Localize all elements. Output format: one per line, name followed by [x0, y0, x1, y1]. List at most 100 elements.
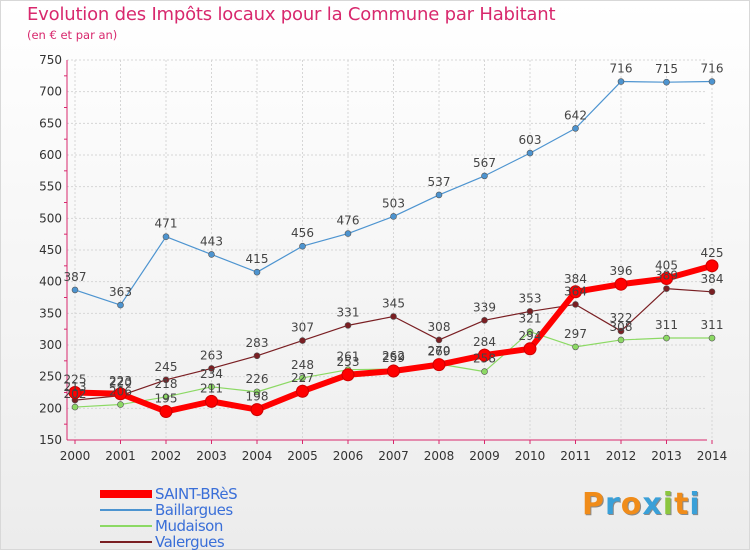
data-label-saint-br-s: 269: [428, 345, 451, 359]
data-label-baillargues: 503: [382, 196, 405, 210]
data-label-baillargues: 456: [291, 226, 314, 240]
data-label-saint-br-s: 195: [155, 392, 178, 406]
data-label-baillargues: 443: [200, 234, 223, 248]
data-point-baillargues: [572, 125, 579, 132]
data-label-saint-br-s: 223: [109, 374, 132, 388]
data-point-mudaison: [253, 388, 261, 396]
data-label-saint-br-s: 384: [564, 272, 587, 286]
data-point-saint-br-s: [114, 387, 127, 401]
data-label-mudaison: 270: [428, 344, 451, 358]
data-point-baillargues: [617, 78, 625, 85]
chart-subtitle: (en € et par an): [27, 28, 118, 42]
data-label-valergues: 213: [64, 380, 87, 394]
logo-letter: i: [662, 487, 675, 522]
data-point-mudaison: [617, 336, 625, 344]
logo-letter: i: [689, 487, 701, 522]
data-label-saint-br-s: 225: [64, 373, 87, 387]
data-point-baillargues: [390, 213, 397, 220]
data-point-mudaison: [162, 393, 170, 401]
x-tick-label: 2013: [651, 449, 682, 463]
data-label-valergues: 389: [655, 269, 678, 283]
y-tick-label: 450: [39, 243, 62, 257]
data-label-saint-br-s: 259: [382, 351, 405, 365]
data-point-saint-br-s: [250, 403, 264, 417]
data-point-baillargues: [253, 268, 261, 276]
legend-item-valergues: Valergues: [100, 534, 237, 550]
data-label-valergues: 384: [701, 272, 724, 286]
data-point-saint-br-s: [660, 272, 673, 285]
x-tick-label: 2004: [242, 449, 273, 463]
data-point-mudaison: [299, 374, 306, 382]
x-tick-label: 2010: [515, 449, 546, 463]
data-point-saint-br-s: [159, 405, 173, 418]
data-label-saint-br-s: 227: [291, 371, 314, 385]
data-point-saint-br-s: [296, 384, 309, 398]
y-tick-label: 650: [39, 116, 62, 130]
legend-swatch-valergues: [100, 541, 152, 543]
data-point-mudaison: [572, 343, 579, 351]
x-tick-label: 2005: [287, 449, 318, 463]
data-point-mudaison: [708, 334, 716, 342]
data-point-saint-br-s: [478, 348, 491, 362]
data-label-baillargues: 387: [64, 270, 87, 284]
data-label-saint-br-s: 425: [701, 246, 724, 260]
data-label-valergues: 283: [246, 336, 269, 350]
legend-label: Mudaison: [155, 517, 223, 535]
data-point-saint-br-s: [205, 394, 218, 408]
data-point-valergues: [572, 301, 579, 308]
data-point-valergues: [208, 365, 215, 372]
data-label-saint-br-s: 405: [655, 259, 678, 273]
data-label-valergues: 339: [473, 300, 496, 314]
data-label-mudaison: 308: [610, 320, 633, 334]
x-tick-label: 2003: [196, 449, 227, 463]
logo-letter: o: [620, 487, 643, 522]
data-point-valergues: [299, 337, 306, 344]
data-label-mudaison: 261: [337, 350, 360, 364]
data-point-valergues: [481, 316, 488, 324]
data-label-saint-br-s: 198: [246, 390, 269, 404]
data-label-mudaison: 258: [473, 352, 496, 366]
data-point-valergues: [390, 313, 397, 320]
data-point-saint-br-s: [387, 364, 400, 378]
data-point-saint-br-s: [705, 259, 719, 273]
data-point-valergues: [526, 308, 534, 315]
data-label-mudaison: 234: [200, 367, 223, 381]
data-point-baillargues: [663, 78, 670, 86]
data-label-valergues: 245: [155, 360, 178, 374]
data-point-mudaison: [663, 334, 670, 342]
proxiti-logo: Proxiti: [582, 487, 701, 522]
data-label-valergues: 307: [291, 321, 314, 335]
logo-letter: x: [642, 487, 663, 522]
data-point-valergues: [708, 288, 716, 296]
data-label-saint-br-s: 253: [337, 355, 360, 369]
data-label-baillargues: 715: [655, 62, 678, 76]
data-label-valergues: 364: [564, 284, 587, 298]
y-tick-label: 250: [39, 370, 62, 384]
chart-title: Evolution des Impôts locaux pour la Comm…: [27, 4, 556, 25]
data-label-saint-br-s: 211: [200, 381, 223, 395]
x-tick-label: 2009: [469, 449, 500, 463]
data-label-baillargues: 471: [155, 217, 178, 231]
data-label-mudaison: 297: [564, 327, 587, 341]
data-point-mudaison: [117, 401, 124, 408]
data-label-saint-br-s: 396: [610, 264, 633, 278]
x-tick-label: 2012: [606, 449, 637, 463]
legend-label: Baillargues: [155, 501, 233, 519]
legend-label: Valergues: [155, 533, 225, 551]
y-tick-label: 500: [39, 211, 62, 225]
data-point-valergues: [617, 327, 625, 335]
data-point-saint-br-s: [68, 386, 82, 399]
data-label-valergues: 331: [337, 305, 360, 319]
data-label-baillargues: 716: [701, 62, 724, 76]
data-point-baillargues: [708, 78, 716, 85]
x-tick-label: 2001: [105, 449, 136, 463]
logo-letter: r: [605, 487, 621, 522]
data-label-mudaison: 311: [701, 318, 724, 332]
y-tick-label: 150: [39, 433, 62, 447]
data-label-mudaison: 218: [155, 377, 178, 391]
data-point-baillargues: [162, 233, 170, 240]
data-point-baillargues: [435, 191, 443, 199]
legend-swatch-mudaison: [100, 525, 152, 527]
data-point-saint-br-s: [432, 358, 446, 372]
data-label-baillargues: 642: [564, 108, 587, 122]
